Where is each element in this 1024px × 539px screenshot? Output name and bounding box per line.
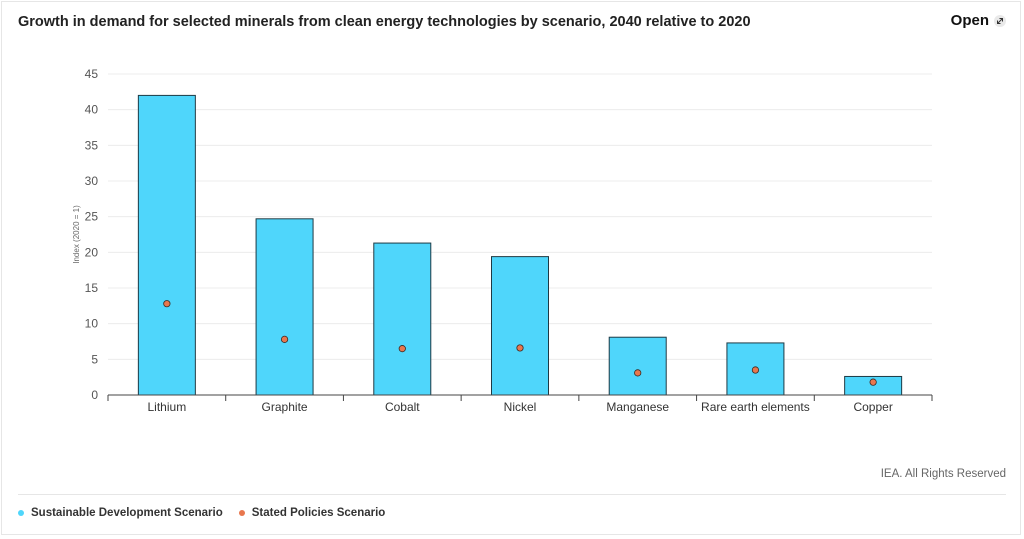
x-tick-label: Nickel	[504, 400, 537, 414]
point	[634, 369, 642, 377]
point	[516, 344, 524, 352]
x-tick-label: Rare earth elements	[701, 400, 810, 414]
legend: Sustainable Development Scenario Stated …	[18, 507, 385, 519]
bar	[491, 256, 549, 396]
y-tick-label: 25	[85, 210, 99, 224]
bar	[608, 336, 667, 396]
point	[163, 300, 171, 308]
bar	[137, 94, 196, 396]
legend-item-sds[interactable]: Sustainable Development Scenario	[18, 507, 223, 519]
y-tick-label: 5	[91, 352, 98, 366]
y-axis-title: Index (2020 = 1)	[72, 205, 81, 264]
y-tick-label: 35	[85, 138, 99, 152]
legend-swatch-sps	[238, 510, 245, 516]
x-tick-label: Manganese	[606, 400, 669, 414]
chart-plot: 0 5 10 15 20 25 30 35 40 45 Index (2020 = 1) Lithiu…	[72, 67, 933, 414]
legend-divider	[18, 494, 1006, 495]
x-tick-label: Cobalt	[385, 400, 420, 414]
y-tick-label: 15	[85, 281, 99, 295]
open-button[interactable]: Open	[951, 12, 1006, 29]
y-tick-label: 45	[85, 67, 99, 81]
x-tick-label: Copper	[853, 400, 892, 414]
expand-icon	[994, 14, 1006, 27]
point	[751, 366, 760, 374]
bar	[373, 242, 432, 396]
legend-item-sps[interactable]: Stated Policies Scenario	[238, 507, 386, 519]
y-tick-label: 10	[85, 317, 99, 331]
legend-swatch-sds	[18, 510, 24, 516]
source-note: IEA. All Rights Reserved	[880, 468, 1006, 480]
point	[869, 378, 877, 386]
y-tick-label: 40	[85, 103, 99, 117]
x-tick-label: Graphite	[262, 400, 308, 414]
legend-label-sds: Sustainable Development Scenario	[31, 507, 223, 519]
point	[280, 335, 289, 343]
point	[398, 345, 406, 353]
x-tick-label: Lithium	[148, 400, 187, 414]
y-tick-label: 0	[91, 388, 98, 402]
bar	[255, 218, 314, 396]
chart-title: Growth in demand for selected minerals f…	[18, 14, 751, 30]
y-tick-label: 30	[85, 174, 99, 188]
legend-label-sps: Stated Policies Scenario	[251, 507, 386, 519]
y-tick-label: 20	[85, 245, 99, 259]
open-label: Open	[950, 12, 989, 29]
